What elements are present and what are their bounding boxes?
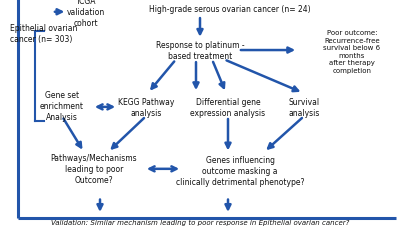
Text: TCGA
validation
cohort: TCGA validation cohort [67,0,105,28]
Text: Response to platinum -
based treatment: Response to platinum - based treatment [156,41,244,61]
Text: Differential gene
expression analysis: Differential gene expression analysis [190,97,266,117]
Text: Gene set
enrichment
Analysis: Gene set enrichment Analysis [40,91,84,122]
Text: Poor outcome:
Recurrence-free
survival below 6
months
after therapy
completion: Poor outcome: Recurrence-free survival b… [324,30,380,74]
Text: Genes influencing
outcome masking a
clinically detrimental phenotype?: Genes influencing outcome masking a clin… [176,155,304,186]
Text: KEGG Pathway
analysis: KEGG Pathway analysis [118,97,174,117]
Text: Epithelial ovarian
cancer (n= 303): Epithelial ovarian cancer (n= 303) [10,24,77,44]
Text: Survival
analysis: Survival analysis [288,97,320,117]
Text: High-grade serous ovarian cancer (n= 24): High-grade serous ovarian cancer (n= 24) [149,5,311,14]
Text: Validation: Similar mechanism leading to poor response in Epithelial ovarian can: Validation: Similar mechanism leading to… [51,219,349,225]
Text: Pathways/Mechanisms
leading to poor
Outcome?: Pathways/Mechanisms leading to poor Outc… [51,153,137,184]
